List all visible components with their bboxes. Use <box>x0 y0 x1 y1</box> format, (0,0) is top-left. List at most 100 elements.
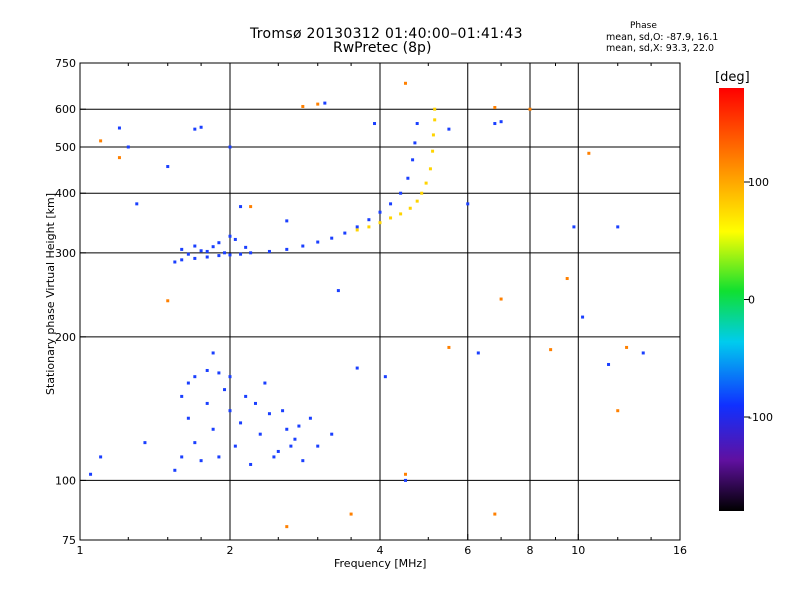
data-point <box>263 381 267 385</box>
data-point <box>572 225 576 229</box>
y-tick-label: 600 <box>55 103 76 116</box>
data-point <box>301 459 305 463</box>
data-point <box>587 151 591 155</box>
data-point <box>249 205 253 209</box>
data-point <box>267 412 271 416</box>
data-point <box>403 81 407 85</box>
data-point <box>211 245 215 249</box>
data-point <box>205 249 209 253</box>
data-point <box>411 158 415 162</box>
data-point <box>431 149 435 153</box>
data-point <box>420 191 424 195</box>
phase-stats-title: Phase <box>630 21 657 31</box>
data-point <box>433 118 437 122</box>
data-point <box>289 444 293 448</box>
data-point <box>616 409 620 413</box>
data-point <box>186 381 190 385</box>
data-point <box>199 125 203 129</box>
data-point <box>625 345 629 349</box>
data-point <box>249 251 253 255</box>
data-point <box>330 236 334 240</box>
data-point <box>180 455 184 459</box>
data-point <box>126 145 130 149</box>
chart-title: Tromsø 20130312 01:40:00–01:41:43 <box>250 26 523 42</box>
x-axis-label: Frequency [MHz] <box>334 557 427 570</box>
data-point <box>433 107 437 111</box>
y-tick-label: 100 <box>55 474 76 487</box>
data-point <box>285 219 289 223</box>
data-point <box>276 449 280 453</box>
data-point <box>308 416 312 420</box>
data-point <box>253 401 257 405</box>
data-point <box>193 441 197 445</box>
data-point <box>258 432 262 436</box>
data-point <box>228 409 232 413</box>
data-point <box>413 141 417 145</box>
data-point <box>476 351 480 355</box>
data-point <box>217 455 221 459</box>
data-point <box>180 247 184 251</box>
data-point <box>217 241 221 245</box>
data-point <box>135 202 139 206</box>
colorbar-unit-label: [deg] <box>715 70 750 85</box>
data-point <box>355 366 359 370</box>
colorbar-ticks: 100 0 -100 <box>744 176 773 424</box>
data-point <box>499 297 503 301</box>
data-point <box>199 249 203 253</box>
data-point <box>355 225 359 229</box>
data-point <box>373 122 377 126</box>
data-point <box>249 462 253 466</box>
data-point <box>239 252 243 256</box>
phase-stats-o-mode: mean, sd,O: -87.9, 16.1 <box>606 32 719 43</box>
data-point <box>389 202 393 206</box>
data-point <box>316 102 320 106</box>
data-point <box>408 206 412 210</box>
x-tick-label: 2 <box>227 544 234 557</box>
data-point <box>403 472 407 476</box>
y-tick-label: 500 <box>55 141 76 154</box>
data-point <box>528 107 532 111</box>
data-point <box>285 427 289 431</box>
data-point <box>272 455 276 459</box>
data-point <box>223 251 227 255</box>
data-point <box>99 139 103 143</box>
data-point <box>211 351 215 355</box>
data-point <box>447 345 451 349</box>
data-point <box>301 104 305 108</box>
data-point <box>493 122 497 126</box>
data-point <box>367 225 371 229</box>
data-point <box>424 181 428 185</box>
data-point <box>616 225 620 229</box>
data-point <box>205 255 209 259</box>
data-point <box>493 106 497 110</box>
data-point <box>297 424 301 428</box>
data-point <box>549 348 553 352</box>
data-point <box>99 455 103 459</box>
x-tick-label: 8 <box>527 544 534 557</box>
data-point <box>89 472 93 476</box>
data-points <box>89 81 645 529</box>
data-point <box>267 249 271 253</box>
data-point <box>193 375 197 379</box>
x-tick-label: 16 <box>673 544 687 557</box>
data-point <box>316 240 320 244</box>
data-point <box>343 231 347 235</box>
data-point <box>285 247 289 251</box>
data-point <box>367 218 371 222</box>
data-point <box>223 388 227 392</box>
data-point <box>447 127 451 131</box>
data-point <box>166 165 170 169</box>
data-point <box>228 375 232 379</box>
data-point <box>378 221 382 225</box>
data-point <box>301 244 305 248</box>
data-point <box>180 258 184 262</box>
phase-stats-x-mode: mean, sd,X: 93.3, 22.0 <box>606 43 715 54</box>
data-point <box>239 421 243 425</box>
data-point <box>641 351 645 355</box>
data-point <box>193 256 197 260</box>
data-point <box>180 394 184 398</box>
data-point <box>415 199 419 203</box>
data-point <box>293 437 297 441</box>
data-point <box>143 441 147 445</box>
data-point <box>186 416 190 420</box>
